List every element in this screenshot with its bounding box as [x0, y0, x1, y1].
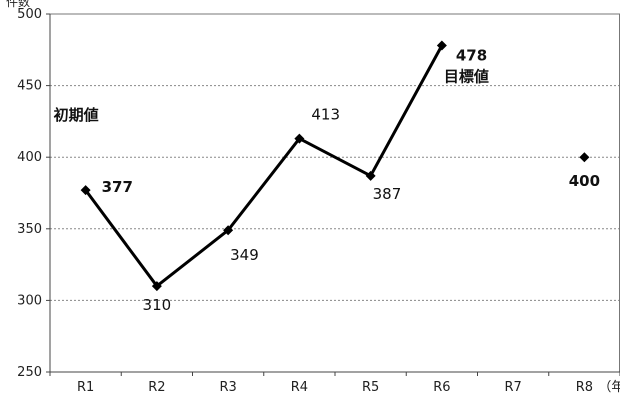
- x-tick-label: R8: [576, 380, 593, 395]
- data-point-marker: [365, 170, 376, 181]
- data-label: 413: [311, 106, 340, 124]
- x-tick-label: R7: [504, 380, 521, 395]
- series-line-0: [84, 44, 444, 288]
- data-point-marker: [151, 281, 162, 292]
- y-tick-label: 400: [17, 150, 42, 165]
- label-layer: 377 310 349 413 387 478 400 初期値 目標値: [54, 47, 600, 315]
- data-label: 377: [102, 178, 133, 196]
- x-tick-label: R4: [291, 380, 308, 395]
- data-label: 387: [373, 185, 402, 203]
- x-unit-label: （年度）: [598, 379, 620, 395]
- x-tick-label: R6: [433, 380, 450, 395]
- data-label: 310: [143, 296, 172, 314]
- y-tick-label: 500: [17, 7, 42, 22]
- data-label: 478: [456, 47, 487, 65]
- y-axis-label: 件数: [6, 0, 30, 9]
- series-layer: [80, 40, 590, 292]
- y-tick-label: 450: [17, 79, 42, 94]
- y-tick-label: 350: [17, 222, 42, 237]
- y-tick-label: 300: [17, 293, 42, 308]
- data-label: 400: [569, 172, 600, 190]
- y-tick-label: 250: [17, 365, 42, 380]
- x-tick-label: R1: [77, 380, 94, 395]
- annotation: 初期値: [54, 106, 99, 124]
- data-point-marker: [80, 185, 91, 196]
- x-tick-label: R5: [362, 380, 379, 395]
- x-tick-label: R3: [219, 380, 236, 395]
- data-point-marker: [294, 133, 305, 144]
- data-point-marker: [579, 152, 590, 163]
- data-point-marker: [436, 40, 447, 51]
- x-tick-label: R2: [148, 380, 165, 395]
- axis-layer: 250 300 350 400 450 500 R1 R2 R3 R4 R5 R6 R7 R8 （年度） 件数: [6, 0, 620, 395]
- annotation: 目標値: [444, 68, 489, 86]
- data-point-marker: [223, 225, 234, 236]
- data-label: 349: [230, 246, 259, 264]
